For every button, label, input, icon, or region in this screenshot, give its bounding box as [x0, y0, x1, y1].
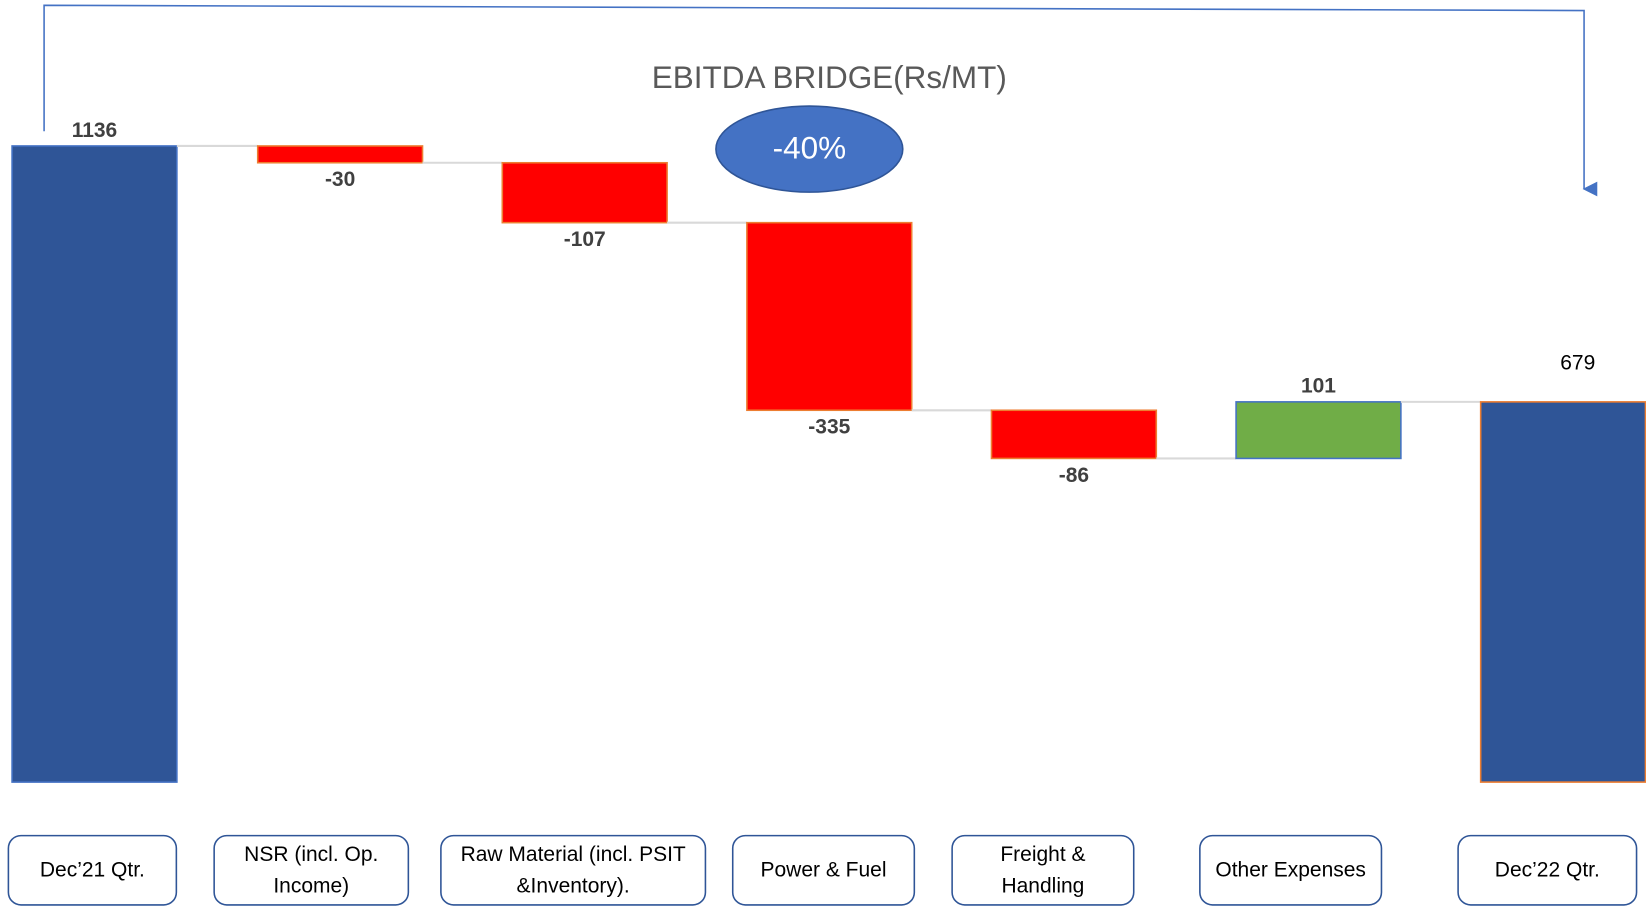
chart-title: EBITDA BRIDGE(Rs/MT)	[652, 59, 1007, 95]
value-label: -107	[564, 228, 606, 251]
category-label: Raw Material (incl. PSIT &Inventory).	[460, 842, 686, 898]
category-box	[440, 834, 707, 906]
category-holder: Dec’21 Qtr.	[39, 858, 145, 882]
bar	[990, 409, 1158, 460]
category-box	[1457, 834, 1638, 906]
value-label: -86	[1059, 464, 1089, 487]
value-label: 679	[1560, 352, 1595, 375]
bar	[746, 221, 913, 412]
bar	[256, 145, 424, 164]
bridge-arrow	[43, 4, 1598, 197]
category-label: Freight & Handling	[1000, 842, 1086, 898]
category-box	[951, 834, 1135, 906]
bar	[1235, 401, 1402, 460]
bar	[1479, 401, 1646, 783]
change-annotation: -40%	[773, 129, 847, 165]
category-label: Other Expenses	[1215, 858, 1366, 882]
category-holder: NSR (incl. Op. Income)	[244, 842, 379, 898]
value-label: 1136	[72, 119, 118, 142]
category-holder: Dec’22 Qtr.	[1494, 858, 1600, 882]
category-label: Dec’22 Qtr.	[1494, 858, 1600, 882]
category-holder: Other Expenses	[1215, 858, 1366, 882]
category-holder: Raw Material (incl. PSIT &Inventory).	[460, 842, 686, 898]
category-label: Dec’21 Qtr.	[39, 858, 145, 882]
change-badge	[715, 105, 904, 193]
category-box	[7, 834, 178, 906]
category-label: Power & Fuel	[760, 858, 887, 882]
value-label: 101	[1301, 375, 1336, 398]
category-box	[731, 834, 916, 906]
category-box	[213, 834, 410, 906]
category-box	[1199, 834, 1383, 906]
category-holder: Power & Fuel	[760, 858, 887, 882]
bar	[11, 145, 178, 783]
bar	[501, 161, 668, 224]
category-label: NSR (incl. Op. Income)	[244, 842, 379, 898]
value-label: -335	[808, 416, 850, 439]
value-label: -30	[325, 168, 355, 191]
category-holder: Freight & Handling	[1000, 842, 1086, 898]
